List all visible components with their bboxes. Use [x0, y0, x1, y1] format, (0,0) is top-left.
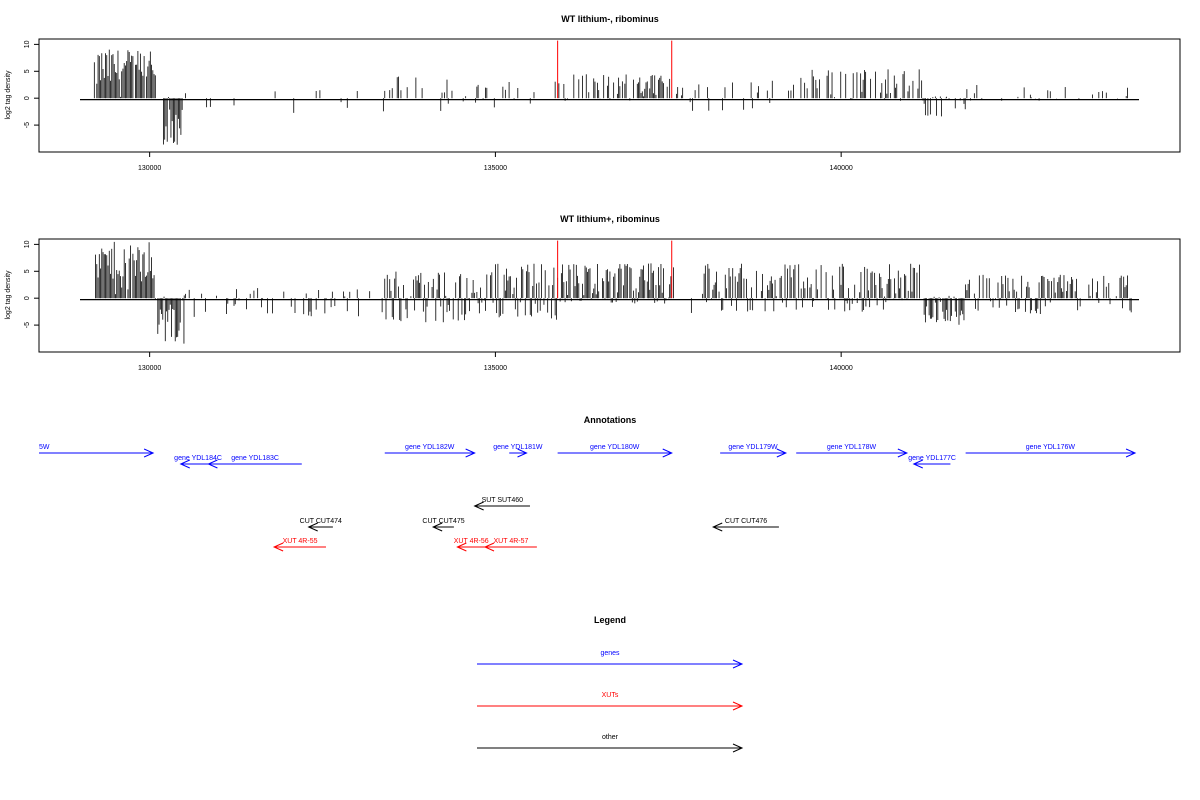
arrow-head	[912, 459, 923, 469]
legend-label: other	[602, 734, 619, 741]
feature-label: gene YDL179W	[728, 444, 778, 451]
x-tick-label: 135000	[484, 365, 507, 372]
x-tick-label: 140000	[829, 365, 852, 372]
feature-label: gene YDL182W	[405, 444, 455, 451]
feature-label: XUT 4R-55	[283, 538, 318, 545]
arrow-head	[711, 522, 723, 532]
annotation-feature: gene YDL180W	[557, 444, 673, 458]
arrow-head	[207, 459, 218, 469]
arrow-head	[473, 501, 484, 511]
x-tick-label: 135000	[484, 165, 507, 172]
annotation-feature: gene YDL183C	[207, 455, 302, 469]
y-tick-label: -5	[24, 122, 31, 128]
annotation-feature: XUT 4R-56	[454, 538, 489, 552]
feature-label: gene YDL180W	[590, 444, 640, 451]
arrow-head	[456, 542, 467, 552]
feature-label: gene YDL178W	[827, 444, 877, 451]
legend: Legend genes XUTs other	[477, 615, 744, 753]
panel-1-title: WT lithium-, ribominus	[561, 14, 659, 24]
x-tick-label: 130000	[138, 165, 161, 172]
density-panel-2: WT lithium+, ribominus log2 tag density …	[5, 214, 1181, 372]
annotation-feature: CUT CUT476	[711, 518, 779, 532]
legend-label: XUTs	[602, 692, 619, 699]
arrow-head	[732, 701, 744, 711]
arrow-head	[465, 448, 476, 458]
arrow-head	[431, 522, 443, 532]
arrow-head	[307, 522, 318, 532]
annotation-features: 5W gene YDL184C gene YDL183C gene YDL182W ge…	[39, 444, 1137, 552]
arrow-head	[143, 448, 155, 458]
feature-label: gene YDL184C	[174, 455, 222, 462]
annotations-track: Annotations 5W gene YDL184C gene YDL183C ge…	[39, 415, 1137, 552]
annotation-feature: SUT SUT460	[473, 497, 530, 511]
legend-item: XUTs	[477, 692, 744, 711]
annotation-feature: CUT CUT475	[422, 518, 465, 532]
legend-items: genes XUTs other	[477, 650, 744, 753]
annotation-feature: XUT 4R-57	[483, 538, 537, 552]
panel-1-markers	[557, 40, 673, 99]
annotation-feature: 5W	[39, 444, 155, 458]
arrow-head	[732, 743, 744, 753]
arrow-head	[483, 542, 495, 552]
arrow-head	[732, 659, 744, 669]
x-tick-label: 140000	[829, 165, 852, 172]
y-tick-label: 10	[24, 240, 31, 248]
panel-1-frame	[38, 38, 1181, 153]
panel-2-yaxis: -5 0 5 10	[24, 240, 39, 328]
arrow-head	[897, 448, 909, 458]
panel-2-xaxis: 130000 135000 140000	[138, 352, 853, 372]
arrow-head	[776, 448, 788, 458]
panel-1-ylabel: log2 tag density	[5, 70, 12, 120]
feature-label: SUT SUT460	[482, 497, 524, 504]
feature-label: gene YDL176W	[1026, 444, 1076, 451]
annotations-title: Annotations	[584, 415, 637, 425]
legend-title: Legend	[594, 615, 626, 625]
annotation-feature: gene YDL176W	[965, 444, 1137, 458]
panel-1-xaxis: 130000 135000 140000	[138, 152, 853, 172]
panel-2-markers	[557, 240, 673, 299]
arrow-head	[517, 448, 528, 458]
legend-item: genes	[477, 650, 744, 669]
annotation-feature: gene YDL181W	[493, 444, 543, 458]
y-tick-label: 0	[24, 96, 31, 100]
legend-item: other	[477, 734, 744, 753]
annotation-feature: gene YDL182W	[384, 444, 476, 458]
feature-label: gene YDL181W	[493, 444, 543, 451]
panel-2-title: WT lithium+, ribominus	[560, 214, 660, 224]
y-tick-label: 0	[24, 296, 31, 300]
panel-1-yaxis: -5 0 5 10	[24, 40, 39, 128]
arrow-head	[272, 542, 284, 552]
x-tick-label: 130000	[138, 365, 161, 372]
panel-2-bars	[95, 241, 1132, 344]
y-tick-label: -5	[24, 322, 31, 328]
y-tick-label: 10	[24, 40, 31, 48]
annotation-feature: gene YDL177C	[908, 455, 956, 469]
density-panel-1: WT lithium-, ribominus log2 tag density …	[5, 14, 1181, 172]
y-tick-label: 5	[24, 269, 31, 273]
annotation-feature: gene YDL179W	[720, 444, 788, 458]
feature-label: XUT 4R-56	[454, 538, 489, 545]
feature-label: gene YDL177C	[908, 455, 956, 462]
legend-label: genes	[600, 650, 620, 657]
arrow-head	[1125, 448, 1137, 458]
feature-label: CUT CUT474	[300, 518, 342, 525]
arrow-head	[179, 459, 190, 469]
feature-label: CUT CUT475	[422, 518, 464, 525]
annotation-feature: CUT CUT474	[300, 518, 342, 532]
annotation-feature: XUT 4R-55	[272, 538, 326, 552]
panel-2-ylabel: log2 tag density	[5, 270, 12, 320]
feature-label: CUT CUT476	[725, 518, 767, 525]
panel-1-bars	[93, 49, 1128, 145]
panel-2-frame	[38, 238, 1181, 353]
y-tick-label: 5	[24, 69, 31, 73]
feature-label: 5W	[39, 444, 50, 451]
arrow-head	[662, 448, 673, 458]
feature-label: XUT 4R-57	[494, 538, 529, 545]
feature-label: gene YDL183C	[231, 455, 279, 462]
annotation-feature: gene YDL178W	[796, 444, 909, 458]
